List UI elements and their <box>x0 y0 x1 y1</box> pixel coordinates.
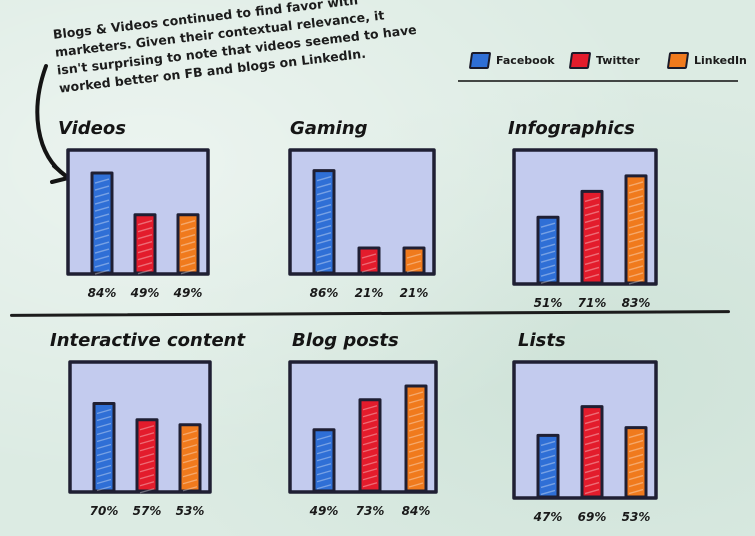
bar-facebook <box>90 171 114 275</box>
chart-title-gaming: Gaming <box>290 118 368 139</box>
bar-hatch <box>180 220 196 275</box>
bar-hatch <box>628 181 644 285</box>
bar-linkedin <box>178 423 202 493</box>
bar-hatch <box>408 391 424 488</box>
bar-hatch <box>628 432 644 495</box>
chart-gaming: 86% 21% 21% <box>288 148 436 300</box>
chart-infographics: 51% 71% 83% <box>512 148 658 310</box>
bar-hatch <box>406 253 422 273</box>
chart-title-blog-posts: Blog posts <box>292 330 399 351</box>
data-label: 21% <box>355 286 384 300</box>
data-label: 86% <box>310 286 339 300</box>
legend-rule <box>458 80 738 82</box>
bar-linkedin <box>404 384 428 493</box>
bar-hatch <box>540 440 556 496</box>
data-label: 49% <box>130 286 160 300</box>
data-label: 69% <box>578 510 607 524</box>
bar-hatch <box>316 435 332 490</box>
bar-hatch <box>137 220 153 275</box>
bar-twitter <box>580 189 604 285</box>
bar-facebook <box>92 402 116 493</box>
legend: Facebook Twitter LinkedIn <box>468 50 747 70</box>
bar-hatch <box>94 178 110 275</box>
bar-twitter <box>135 418 159 493</box>
data-label: 57% <box>133 504 162 518</box>
chart-interactive-content: 70% 57% 53% <box>68 360 212 518</box>
bar-hatch <box>540 222 556 284</box>
bar-facebook <box>536 433 560 499</box>
data-label: 53% <box>622 510 651 524</box>
data-label: 84% <box>402 504 431 518</box>
bar-facebook <box>536 215 560 285</box>
data-label: 53% <box>176 504 205 518</box>
bar-linkedin <box>402 246 426 275</box>
bar-linkedin <box>624 426 648 499</box>
bar-facebook <box>312 169 336 275</box>
data-label: 51% <box>534 296 563 310</box>
data-label: 49% <box>309 504 339 518</box>
data-label: 84% <box>88 286 117 300</box>
bar-twitter <box>358 398 382 493</box>
chart-lists: 47% 69% 53% <box>512 360 658 524</box>
bar-hatch <box>139 425 155 494</box>
bar-twitter <box>133 213 157 275</box>
bar-hatch <box>316 175 332 273</box>
legend-item-twitter: Twitter <box>568 50 640 70</box>
bar-twitter <box>580 405 604 499</box>
data-label: 21% <box>400 286 429 300</box>
legend-item-facebook: Facebook <box>468 50 555 70</box>
bar-hatch <box>96 408 112 492</box>
chart-blog-posts: 49% 73% 84% <box>288 360 438 518</box>
bar-twitter <box>357 246 381 275</box>
chart-title-lists: Lists <box>518 330 566 351</box>
chart-title-interactive-content: Interactive content <box>50 330 246 351</box>
chart-title-infographics: Infographics <box>508 118 635 139</box>
legend-item-linkedin: LinkedIn <box>666 50 747 70</box>
bar-linkedin <box>624 174 648 285</box>
bar-hatch <box>584 196 600 280</box>
data-label: 49% <box>173 286 203 300</box>
data-label: 73% <box>356 504 385 518</box>
bar-facebook <box>312 428 336 493</box>
bar-hatch <box>182 430 198 492</box>
bar-hatch <box>362 405 378 488</box>
data-label: 47% <box>533 510 563 524</box>
legend-label: Facebook <box>496 53 555 67</box>
bar-hatch <box>361 253 377 273</box>
bar-hatch <box>584 411 600 495</box>
chart-videos: 84% 49% 49% <box>66 148 210 300</box>
data-label: 70% <box>90 504 119 518</box>
chart-title-videos: Videos <box>58 118 126 139</box>
data-label: 83% <box>622 296 651 310</box>
legend-label: LinkedIn <box>694 53 747 67</box>
legend-label: Twitter <box>596 53 640 67</box>
bar-linkedin <box>176 213 200 275</box>
data-label: 71% <box>578 296 607 310</box>
